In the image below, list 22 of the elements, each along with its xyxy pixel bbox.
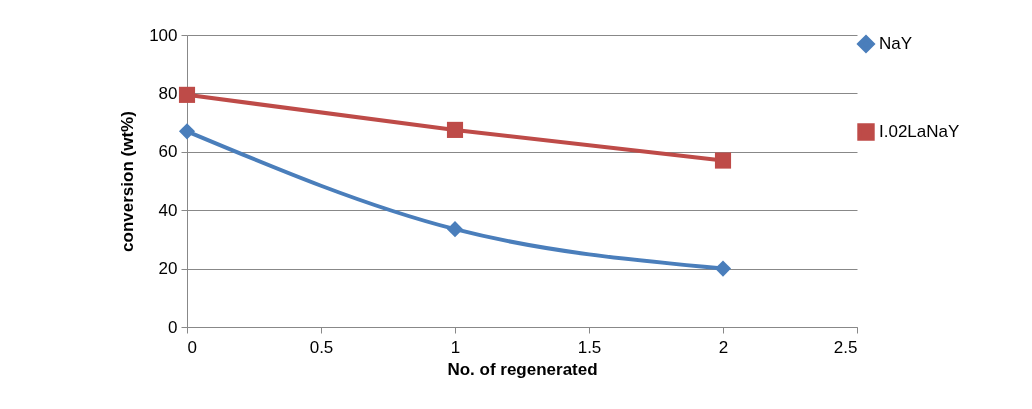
x-tick-label: 1 <box>450 337 461 357</box>
y-tick-label: 80 <box>158 83 178 103</box>
x-tick-label: 1.5 <box>577 337 602 357</box>
point <box>178 123 196 140</box>
point <box>446 121 464 138</box>
x-tick-label: 0 <box>187 337 197 357</box>
point <box>714 152 732 169</box>
x-tick-label: 2 <box>718 337 729 357</box>
y-axis-title: conversion (wt%) <box>118 111 138 252</box>
y-tick-label: 20 <box>158 259 178 279</box>
x-tick-label: 2.5 <box>833 337 858 357</box>
point <box>446 221 464 238</box>
point <box>714 260 732 277</box>
y-tick-label: 100 <box>149 25 178 45</box>
legend-label: NaY <box>879 34 913 53</box>
y-tick-label: 40 <box>158 200 178 220</box>
legend-label: I.02LaNaY <box>879 122 960 141</box>
x-tick-label: 0.5 <box>309 337 334 357</box>
y-tick-label: 60 <box>158 142 178 162</box>
point <box>178 86 196 103</box>
x-axis-title: No. of regenerated <box>447 359 598 379</box>
y-tick-label: 0 <box>168 317 178 337</box>
